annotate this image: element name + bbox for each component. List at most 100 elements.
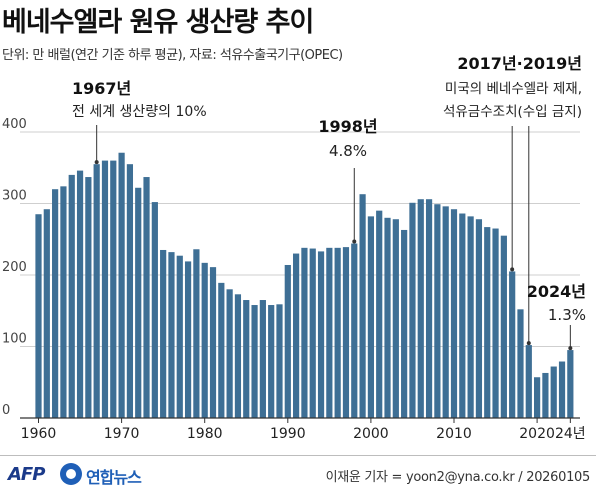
x-tick-label: 2000	[353, 426, 389, 442]
y-tick-label: 400	[2, 117, 27, 132]
bar	[450, 209, 458, 418]
bar	[284, 264, 291, 418]
bar	[118, 152, 125, 419]
bar	[367, 216, 374, 418]
bar	[558, 361, 566, 418]
y-tick-label: 100	[2, 332, 27, 347]
annotation-dot-2019	[526, 341, 531, 346]
annotation-1967-year: 1967년	[72, 79, 131, 98]
bar	[276, 304, 283, 418]
bar	[525, 345, 532, 418]
bar	[218, 282, 225, 418]
bar	[101, 160, 109, 418]
bar	[342, 247, 350, 418]
bar	[517, 309, 524, 418]
bar	[392, 219, 399, 418]
yonhap-logo-text: 연합뉴스	[86, 468, 142, 487]
bar	[317, 251, 325, 418]
x-tick-label: 1970	[104, 426, 140, 442]
bar	[52, 189, 59, 418]
bar	[326, 247, 333, 418]
bar	[259, 300, 266, 418]
bar	[168, 252, 175, 418]
bar	[226, 289, 233, 418]
bar	[209, 267, 217, 418]
footer-divider	[0, 455, 596, 456]
bar	[251, 305, 258, 418]
bar	[68, 174, 75, 418]
bar	[243, 300, 250, 418]
bar	[60, 186, 67, 418]
bar	[193, 249, 200, 418]
bar	[459, 213, 466, 418]
bar	[425, 199, 433, 418]
annotation-1998-text: 4.8%	[329, 142, 367, 160]
bar	[484, 227, 491, 418]
x-tick-label: 2020	[519, 426, 555, 442]
bar	[201, 262, 208, 418]
bar	[467, 216, 474, 418]
bar	[417, 199, 424, 418]
bar	[434, 204, 441, 418]
x-tick-label: 1960	[21, 426, 57, 442]
bar	[359, 194, 366, 418]
bar	[534, 377, 541, 418]
bar	[184, 261, 192, 418]
bar	[492, 228, 499, 418]
x-tick-label: 1990	[270, 426, 306, 442]
annotation-dot-1998	[352, 239, 357, 244]
bar	[135, 187, 142, 418]
bar	[76, 170, 84, 418]
bar	[384, 217, 391, 418]
yonhap-logo-icon	[60, 463, 82, 485]
bar	[475, 219, 483, 418]
bar	[85, 177, 92, 418]
bar	[309, 248, 316, 418]
y-tick-label: 200	[2, 260, 27, 275]
annotation-1967-text: 전 세계 생산량의 10%	[72, 104, 207, 120]
bar	[500, 235, 507, 418]
bar	[268, 305, 275, 418]
x-tick-label: 1980	[187, 426, 223, 442]
annotation-dot-2024	[568, 346, 573, 351]
bar	[93, 164, 100, 418]
page-title: 베네수엘라 원유 생산량 추이	[2, 7, 314, 38]
bar	[110, 160, 117, 418]
annotation-2024-text: 1.3%	[548, 306, 586, 324]
annotation-dot-2017	[510, 267, 515, 272]
bar	[35, 214, 42, 418]
bar	[409, 202, 416, 418]
bar	[176, 255, 183, 418]
annotation-2024-year: 2024년	[527, 282, 586, 301]
y-tick-label: 300	[2, 189, 27, 204]
bar	[301, 247, 308, 418]
bar	[542, 372, 549, 418]
y-tick-label: 0	[2, 403, 10, 418]
annotation-2017-2019-text-1: 미국의 베네수엘라 제재,	[445, 81, 582, 97]
bar	[509, 271, 516, 418]
unit-source-note: 단위: 만 배럴(연간 기준 하루 평균), 자료: 석유수출국기구(OPEC)	[2, 48, 343, 63]
bar	[334, 247, 341, 418]
bar	[143, 177, 150, 418]
x-tick-label: 24년	[555, 426, 586, 442]
bar	[550, 366, 557, 418]
reporter-credit: 이재윤 기자 = yoon2@yna.co.kr / 20260105	[325, 470, 591, 485]
bar	[151, 202, 158, 418]
bar	[160, 249, 167, 418]
annotation-2017-2019-year: 2017년·2019년	[457, 54, 582, 73]
x-tick-label: 2010	[436, 426, 472, 442]
bar	[234, 294, 242, 418]
bar	[376, 210, 383, 418]
bar	[401, 229, 408, 418]
annotation-2017-2019-text-2: 석유금수조치(수입 금지)	[443, 104, 582, 120]
annotation-1998-year: 1998년	[318, 117, 377, 136]
annotation-dot-1967	[94, 160, 99, 165]
bar	[442, 206, 449, 418]
bar	[126, 164, 134, 418]
bar	[293, 253, 300, 418]
bar	[351, 243, 358, 418]
bar	[43, 209, 50, 418]
afp-logo: AFP	[8, 464, 45, 485]
bar	[567, 350, 574, 418]
